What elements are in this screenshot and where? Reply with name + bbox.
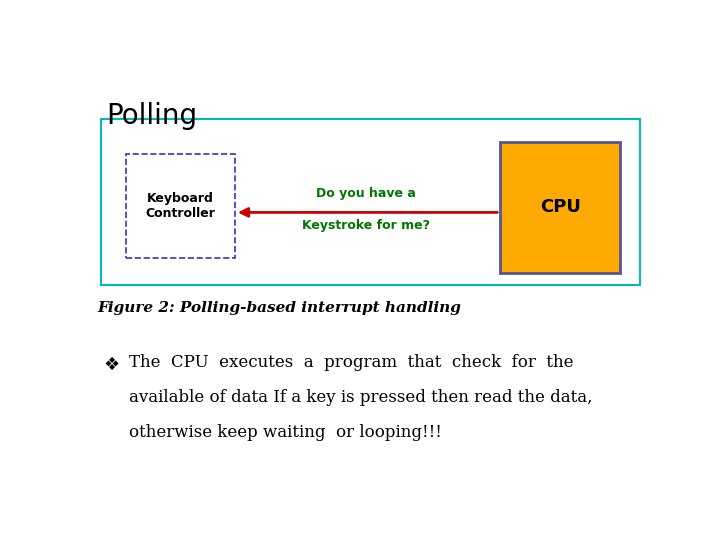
Text: otherwise keep waiting  or looping!!!: otherwise keep waiting or looping!!! [129,424,442,442]
Text: Keystroke for me?: Keystroke for me? [302,219,431,232]
Text: ❖: ❖ [104,356,120,374]
Text: The  CPU  executes  a  program  that  check  for  the: The CPU executes a program that check fo… [129,354,574,371]
Text: Polling: Polling [107,102,198,130]
Bar [126,154,235,258]
Bar [101,119,639,285]
Text: Do you have a: Do you have a [316,187,416,200]
Bar [500,141,620,273]
Text: available of data If a key is pressed then read the data,: available of data If a key is pressed th… [129,389,593,406]
Text: CPU: CPU [540,198,580,216]
Text: Keyboard
Controller: Keyboard Controller [145,192,215,220]
Text: Figure 2: Polling-based interrupt handling: Figure 2: Polling-based interrupt handli… [98,301,462,315]
